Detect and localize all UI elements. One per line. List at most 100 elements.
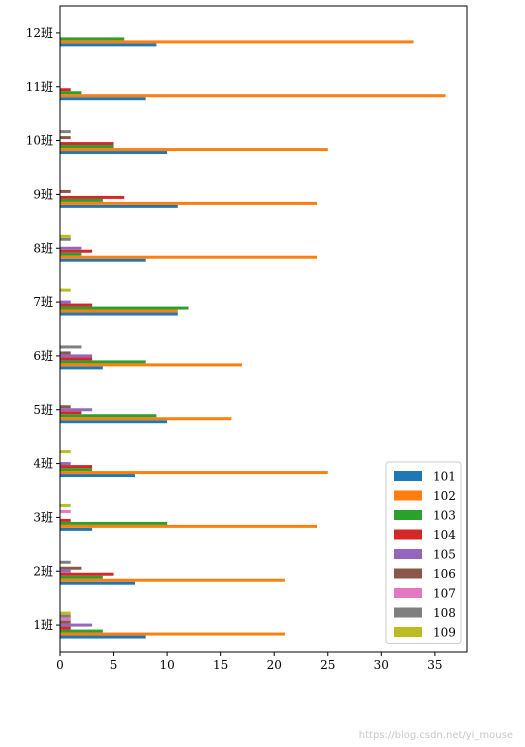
legend-label-107: 107: [433, 587, 456, 601]
bar-103-5: [60, 414, 157, 418]
x-tick-label-5: 5: [110, 658, 118, 672]
y-tick-label-9: 9班: [33, 187, 53, 201]
bar-103-8: [60, 252, 82, 256]
bar-105-4: [60, 462, 71, 466]
bar-102-8: [60, 255, 318, 259]
legend-swatch-104: [394, 529, 422, 540]
bar-104-7: [60, 303, 93, 307]
bar-102-3: [60, 524, 318, 528]
bar-109-7: [60, 288, 71, 292]
watermark-text: https://blog.csdn.net/yi_mouse: [358, 730, 513, 741]
legend-swatch-103: [394, 510, 422, 520]
bar-105-1: [60, 623, 93, 627]
bar-104-6: [60, 357, 93, 361]
bar-102-4: [60, 471, 328, 475]
legend-label-109: 109: [433, 626, 456, 640]
y-tick-label-3: 3班: [33, 510, 53, 524]
bar-108-6: [60, 345, 82, 349]
bars-group: [60, 37, 446, 639]
x-tick-label-20: 20: [267, 658, 282, 672]
y-tick-label-12: 12班: [26, 26, 53, 40]
bar-101-9: [60, 204, 178, 208]
bar-104-3: [60, 518, 71, 522]
bar-102-6: [60, 363, 243, 367]
bar-107-3: [60, 509, 71, 513]
bar-107-1: [60, 617, 71, 621]
legend-swatch-101: [394, 471, 422, 481]
bar-108-1: [60, 614, 71, 618]
bar-101-1: [60, 635, 146, 639]
bar-106-5: [60, 405, 71, 409]
bar-101-12: [60, 43, 157, 47]
bar-103-12: [60, 37, 125, 41]
legend-label-106: 106: [433, 567, 456, 581]
bar-106-1: [60, 620, 71, 624]
y-tick-label-7: 7班: [33, 295, 53, 309]
legend-swatch-102: [394, 490, 422, 501]
bar-104-10: [60, 142, 114, 146]
x-tick-label-35: 35: [427, 658, 442, 672]
bar-102-2: [60, 578, 285, 582]
bar-102-1: [60, 632, 285, 636]
legend-label-103: 103: [433, 509, 456, 523]
bar-102-10: [60, 148, 328, 152]
y-tick-label-4: 4班: [33, 457, 53, 471]
bar-102-5: [60, 417, 232, 421]
bar-105-7: [60, 300, 71, 304]
axes-frame: [59, 5, 468, 653]
bar-102-9: [60, 201, 318, 205]
bar-106-9: [60, 189, 71, 193]
x-tick-label-10: 10: [159, 658, 174, 672]
y-tick-label-10: 10班: [26, 134, 53, 148]
legend-box: [385, 461, 462, 644]
bar-102-11: [60, 94, 446, 98]
bar-101-10: [60, 151, 168, 155]
legend-swatch-108: [394, 607, 422, 618]
legend-swatch-105: [394, 549, 422, 559]
bar-108-10: [60, 130, 71, 134]
y-tick-label-11: 11班: [26, 80, 53, 94]
legend-label-105: 105: [433, 548, 456, 562]
bar-109-3: [60, 503, 71, 507]
y-tick-label-1: 1班: [33, 618, 53, 632]
legend-label-101: 101: [433, 470, 456, 484]
bar-102-7: [60, 309, 178, 313]
bar-103-7: [60, 306, 189, 310]
y-tick-label-6: 6班: [33, 349, 53, 363]
bar-103-9: [60, 198, 103, 202]
bar-103-1: [60, 629, 103, 633]
x-tick-label-25: 25: [320, 658, 335, 672]
legend-swatch-107: [394, 588, 422, 598]
x-tick-label-0: 0: [56, 658, 64, 672]
bar-106-6: [60, 351, 71, 355]
bar-109-1: [60, 611, 71, 615]
x-tick-label-30: 30: [374, 658, 389, 672]
bar-101-6: [60, 366, 103, 370]
bar-104-8: [60, 249, 93, 253]
y-tick-label-2: 2班: [33, 564, 53, 578]
bar-109-4: [60, 450, 71, 454]
legend-swatch-109: [394, 627, 422, 637]
bar-101-2: [60, 581, 135, 585]
legend-label-104: 104: [433, 528, 456, 542]
legend-label-102: 102: [433, 489, 456, 503]
bar-103-11: [60, 91, 82, 95]
bar-106-2: [60, 566, 82, 570]
bar-105-5: [60, 408, 93, 412]
bar-101-3: [60, 527, 93, 531]
bar-108-2: [60, 560, 71, 564]
bar-101-4: [60, 474, 135, 478]
legend-label-108: 108: [433, 606, 456, 620]
bar-103-3: [60, 521, 168, 525]
y-tick-label-8: 8班: [33, 241, 53, 255]
bar-103-2: [60, 575, 103, 579]
bar-104-2: [60, 572, 114, 576]
bar-102-12: [60, 40, 414, 44]
bar-105-8: [60, 246, 82, 250]
y-tick-label-5: 5班: [33, 403, 53, 417]
bar-101-7: [60, 312, 178, 316]
bar-101-11: [60, 97, 146, 101]
bar-109-8: [60, 234, 71, 238]
bar-103-6: [60, 360, 146, 364]
